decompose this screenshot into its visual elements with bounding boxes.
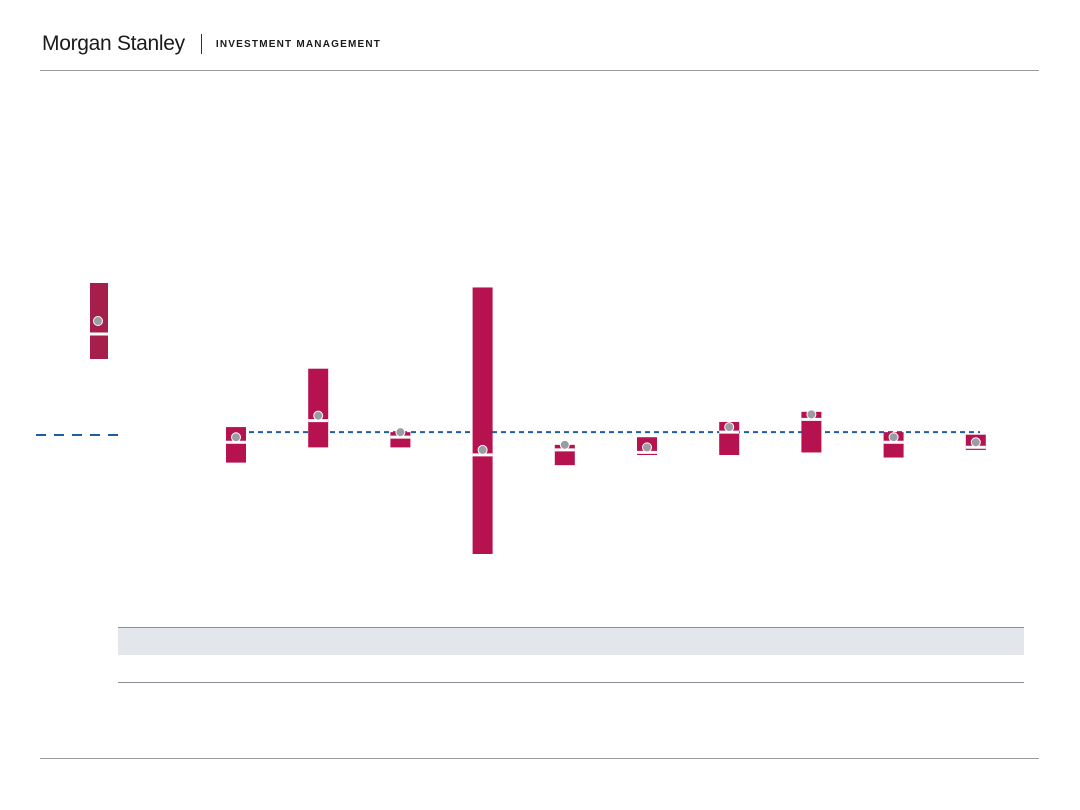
median-marker <box>477 444 488 455</box>
range-bar <box>801 411 822 453</box>
brand-division: INVESTMENT MANAGEMENT <box>215 38 382 50</box>
median-marker <box>724 422 735 433</box>
median-marker <box>313 410 324 421</box>
median-marker <box>888 432 899 443</box>
legend-marker <box>93 316 103 326</box>
range-chart <box>36 283 986 554</box>
range-bar <box>308 368 329 448</box>
range-bar <box>472 287 493 554</box>
median-marker <box>642 442 652 453</box>
brand-logo: Morgan Stanley <box>42 32 185 55</box>
median-marker <box>231 432 241 443</box>
range-bar <box>883 432 904 458</box>
range-bar <box>226 427 246 463</box>
footer-rule <box>40 758 1039 759</box>
table-bottom-rule <box>118 682 1024 683</box>
brand-separator <box>200 34 202 54</box>
median-marker <box>970 437 981 448</box>
median-marker <box>559 439 570 450</box>
median-marker <box>395 427 406 438</box>
table-header-band <box>118 627 1024 655</box>
header-rule <box>40 70 1039 71</box>
brand-header: Morgan Stanley INVESTMENT MANAGEMENT <box>42 30 381 58</box>
median-marker <box>806 409 817 420</box>
range-bar <box>719 422 740 455</box>
